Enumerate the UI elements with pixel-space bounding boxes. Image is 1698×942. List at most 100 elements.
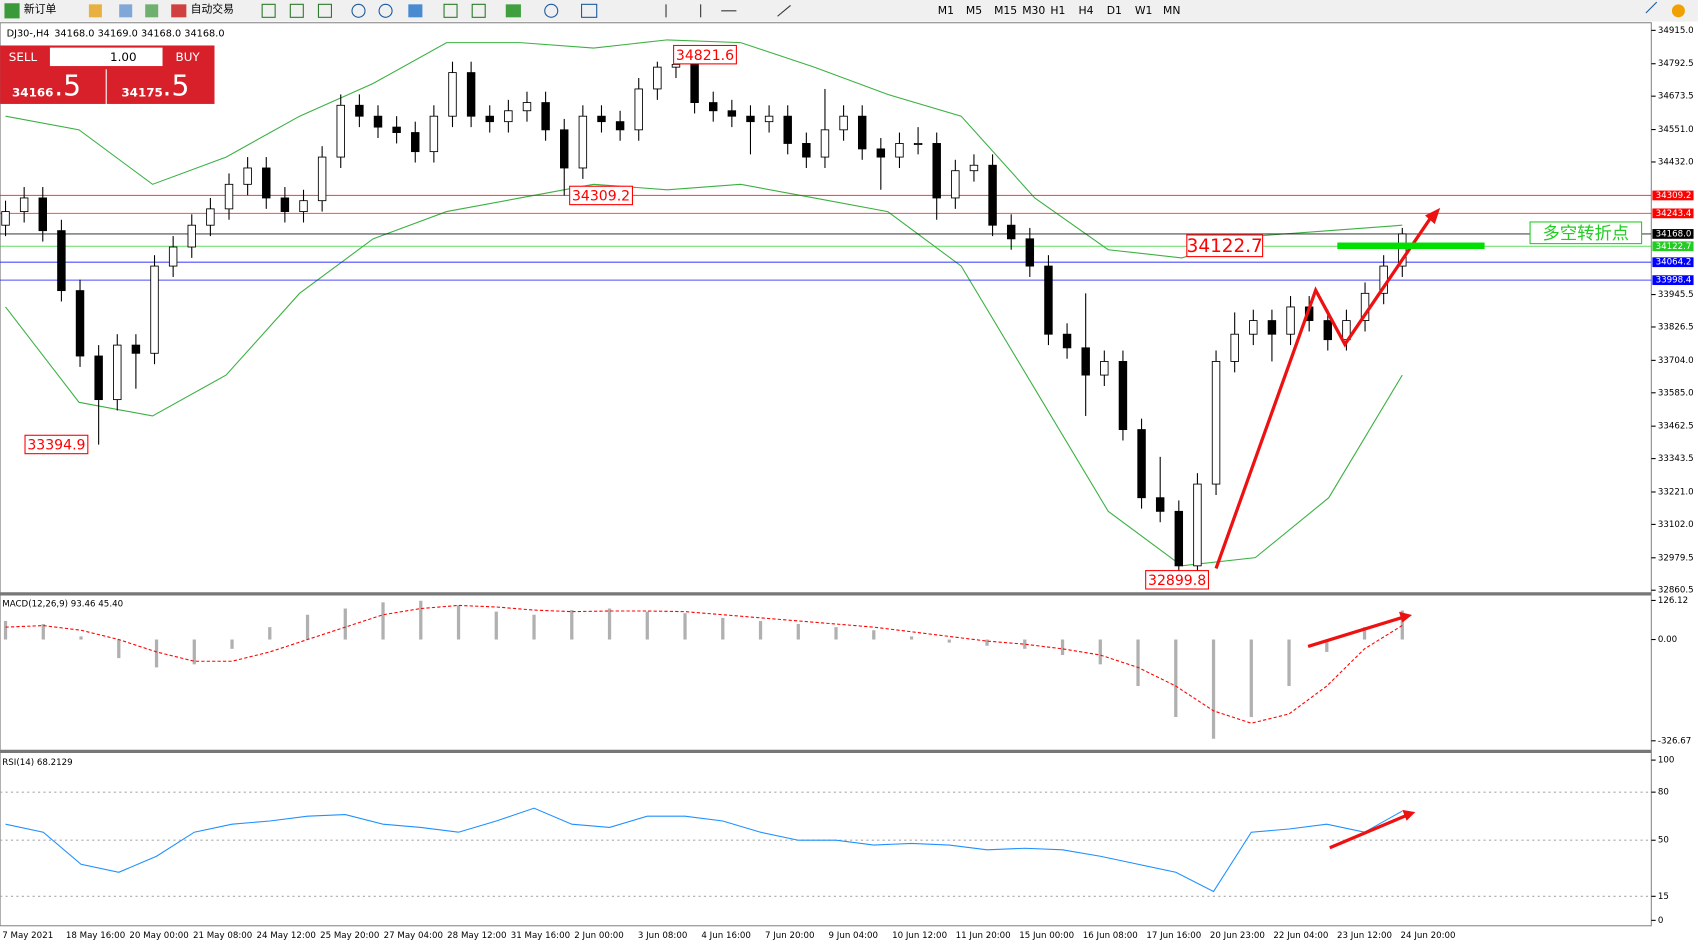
candle-body bbox=[187, 224, 196, 248]
y-tick-label: 0.00 bbox=[1658, 635, 1677, 645]
candle-body bbox=[1249, 320, 1258, 335]
macd-bar bbox=[721, 617, 725, 640]
tool-icon[interactable] bbox=[581, 3, 598, 18]
candle-body bbox=[299, 200, 308, 213]
search-icon[interactable] bbox=[1645, 1, 1658, 14]
y-tick-label: 33221.0 bbox=[1658, 487, 1694, 497]
tool-icon[interactable] bbox=[443, 3, 458, 18]
tool-icon[interactable] bbox=[289, 3, 304, 18]
price-level-tag bbox=[1652, 241, 1694, 252]
price-level-label: 34309.2 bbox=[1656, 191, 1692, 201]
candle-body bbox=[1044, 265, 1053, 335]
tool-icon[interactable] bbox=[145, 4, 159, 18]
x-tick-label: 31 May 16:00 bbox=[511, 931, 570, 941]
sell-button[interactable]: SELL bbox=[9, 50, 38, 64]
zoom-in[interactable] bbox=[351, 3, 366, 18]
timeframe-button[interactable]: M15 bbox=[994, 4, 1017, 17]
candle-body bbox=[1174, 510, 1184, 567]
tool-icon[interactable] bbox=[88, 4, 102, 18]
timeframe-button[interactable]: W1 bbox=[1135, 4, 1153, 17]
notification-icon[interactable] bbox=[1671, 4, 1685, 18]
macd-bar bbox=[1211, 639, 1216, 739]
price-level-tag bbox=[1652, 229, 1694, 239]
annotation-box bbox=[569, 185, 633, 206]
tool-icon[interactable] bbox=[471, 3, 486, 18]
new-order-button[interactable]: 新订单 bbox=[24, 2, 57, 16]
new-order-icon[interactable] bbox=[4, 3, 20, 19]
ask-price[interactable]: 34175 bbox=[121, 86, 162, 100]
macd-bar bbox=[79, 636, 83, 640]
tool-icon[interactable] bbox=[408, 4, 423, 18]
candle-body bbox=[429, 115, 439, 153]
toolbar bbox=[0, 0, 1698, 22]
auto-trade-icon[interactable] bbox=[171, 4, 187, 18]
macd-bar bbox=[343, 608, 347, 640]
candle-body bbox=[392, 126, 401, 133]
x-tick-label: 7 Jun 20:00 bbox=[765, 931, 814, 941]
candle-body bbox=[615, 121, 625, 131]
x-tick-label: 25 May 20:00 bbox=[320, 931, 379, 941]
ask-fraction[interactable]: .5 bbox=[163, 70, 190, 103]
candle-body bbox=[988, 164, 997, 226]
candle-body bbox=[560, 129, 569, 169]
x-tick-label: 16 Jun 08:00 bbox=[1083, 931, 1138, 941]
x-tick-label: 9 Jun 04:00 bbox=[829, 931, 878, 941]
tool-icon[interactable] bbox=[505, 4, 521, 18]
candle-body bbox=[1211, 361, 1221, 485]
candle-body bbox=[224, 183, 234, 210]
candle-body bbox=[1006, 224, 1016, 240]
tool-icon[interactable] bbox=[544, 3, 559, 18]
candle-body bbox=[783, 115, 792, 144]
bid-price[interactable]: 34166 bbox=[12, 86, 53, 100]
y-tick-label: 34915.0 bbox=[1658, 26, 1694, 36]
x-tick-label: 23 Jun 12:00 bbox=[1337, 931, 1392, 941]
candle-body bbox=[541, 102, 550, 131]
macd-bar bbox=[645, 611, 649, 640]
macd-bar bbox=[1060, 639, 1065, 656]
macd-bar bbox=[3, 620, 8, 640]
timeframe-button[interactable]: H1 bbox=[1050, 4, 1065, 17]
timeframe-button[interactable]: M5 bbox=[966, 4, 982, 17]
candle-body bbox=[38, 197, 48, 232]
tool-icon[interactable] bbox=[261, 3, 276, 18]
y-tick-label: 15 bbox=[1658, 892, 1669, 902]
tool-icon[interactable] bbox=[119, 4, 133, 18]
volume-value[interactable]: 1.00 bbox=[110, 50, 137, 64]
price-level-tag bbox=[1652, 208, 1694, 219]
buy-button[interactable]: BUY bbox=[176, 50, 201, 64]
price-level-tag bbox=[1652, 190, 1694, 201]
candle-body bbox=[1137, 429, 1146, 499]
zoom-out[interactable] bbox=[378, 3, 393, 18]
candle-body bbox=[1230, 333, 1239, 362]
auto-trade-button[interactable]: 自动交易 bbox=[191, 2, 234, 16]
annotation-box bbox=[24, 434, 89, 455]
y-tick-label: -326.67 bbox=[1658, 736, 1691, 746]
y-tick-label: 33945.5 bbox=[1658, 290, 1694, 300]
timeframe-button[interactable]: D1 bbox=[1107, 4, 1122, 17]
annotation: 34821.6 bbox=[676, 48, 734, 64]
price-level-label: 34122.7 bbox=[1656, 242, 1692, 252]
x-tick-label: 27 May 04:00 bbox=[384, 931, 443, 941]
timeframe-button[interactable]: H4 bbox=[1079, 4, 1094, 17]
macd-bar bbox=[117, 639, 121, 659]
bid-fraction[interactable]: .5 bbox=[54, 70, 81, 103]
macd-signal bbox=[5, 604, 1403, 724]
candle-body bbox=[150, 265, 159, 354]
y-tick-label: 33462.5 bbox=[1658, 422, 1694, 432]
price-level-label: 34168.0 bbox=[1656, 229, 1692, 239]
timeframe-button[interactable]: M30 bbox=[1022, 4, 1045, 17]
candle-body bbox=[336, 104, 345, 158]
candle-body bbox=[1398, 233, 1407, 267]
tool-icon[interactable] bbox=[317, 3, 332, 18]
macd-bar bbox=[41, 624, 45, 640]
tool-icon[interactable] bbox=[777, 4, 791, 17]
candle-body bbox=[522, 102, 532, 112]
timeframe-button[interactable]: M1 bbox=[938, 4, 954, 17]
macd-bar bbox=[230, 639, 234, 649]
candle-body bbox=[448, 72, 457, 117]
candle-body bbox=[876, 148, 886, 158]
volume-input[interactable] bbox=[49, 47, 163, 67]
timeframe-button[interactable]: MN bbox=[1163, 4, 1180, 17]
price-level-tag bbox=[1652, 275, 1694, 286]
macd-bar bbox=[1098, 639, 1102, 665]
